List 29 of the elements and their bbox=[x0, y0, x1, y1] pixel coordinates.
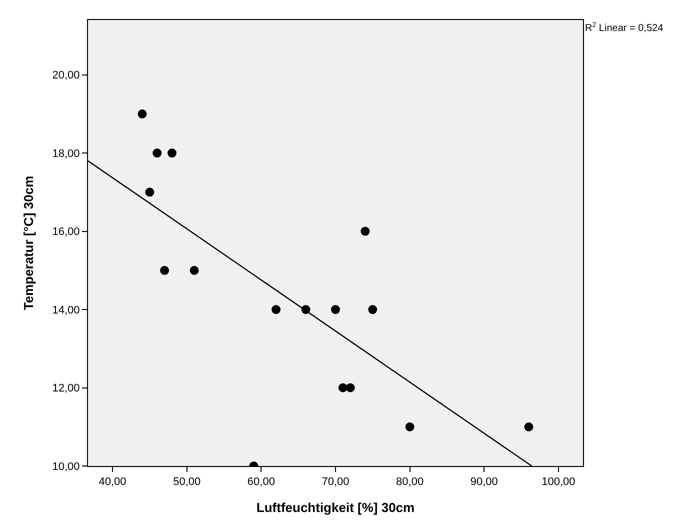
point bbox=[405, 422, 414, 432]
point bbox=[152, 148, 162, 158]
point bbox=[190, 266, 199, 275]
point bbox=[272, 305, 281, 314]
point bbox=[524, 422, 534, 432]
x-tick-label: 40,00 bbox=[98, 476, 126, 488]
x-tick-label: 60,00 bbox=[247, 476, 275, 488]
y-axis-title: Temperatur [°C] 30cm bbox=[21, 176, 36, 310]
x-tick-label: 70,00 bbox=[322, 476, 350, 488]
x-tick-label: 80,00 bbox=[396, 476, 424, 488]
x-axis-title: Luftfeuchtigkeit [%] 30cm bbox=[256, 500, 415, 515]
point bbox=[368, 305, 378, 314]
y-tick-label: 16,00 bbox=[52, 226, 80, 238]
y-tick-label: 14,00 bbox=[52, 304, 80, 316]
y-tick-label: 20,00 bbox=[52, 70, 80, 82]
x-tick-label: 100,00 bbox=[542, 476, 576, 488]
point bbox=[167, 148, 176, 158]
y-tick-label: 10,00 bbox=[52, 460, 80, 473]
text: R$^{2}$ Linear = 0,524 bbox=[585, 22, 664, 34]
y-tick-label: 18,00 bbox=[52, 148, 80, 160]
point bbox=[360, 226, 370, 236]
y-tick-label: 12,00 bbox=[52, 382, 80, 395]
point bbox=[331, 305, 340, 314]
point bbox=[346, 383, 355, 392]
point bbox=[160, 266, 170, 275]
x-tick-label: 50,00 bbox=[173, 476, 201, 488]
point bbox=[138, 109, 147, 118]
point bbox=[145, 188, 154, 197]
x-tick-label: 90,00 bbox=[470, 476, 498, 488]
